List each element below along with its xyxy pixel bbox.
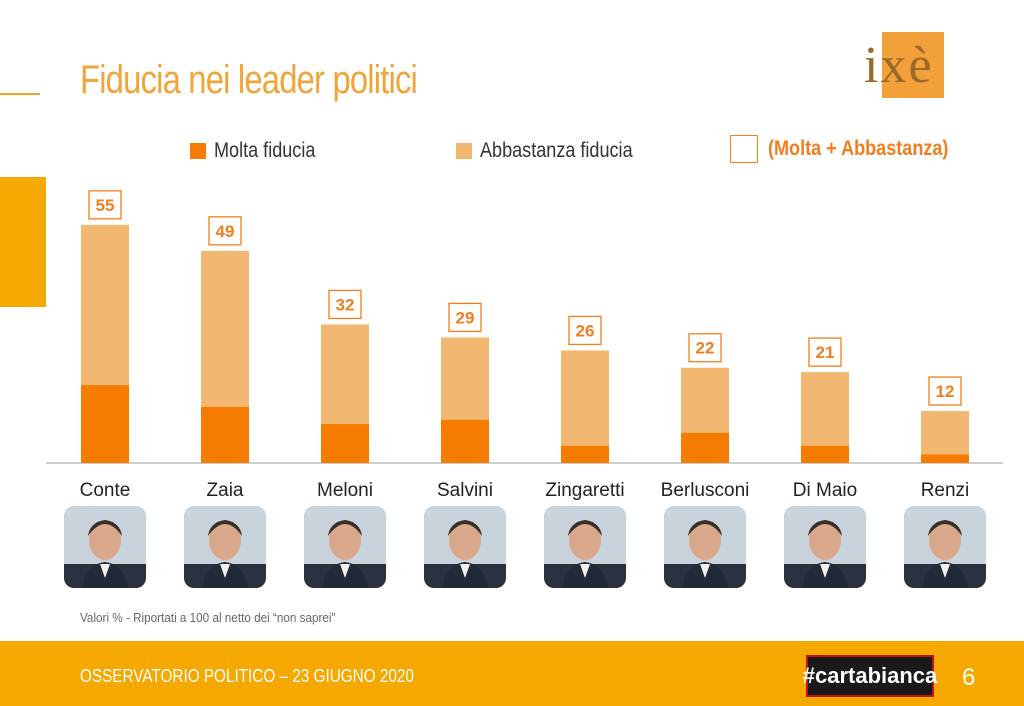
legend-label-molta: Molta fiducia bbox=[214, 139, 316, 162]
legend-swatch-molta bbox=[190, 143, 206, 159]
category-label-zingaretti: Zingaretti bbox=[545, 480, 625, 501]
bar-abbastanza-berlusconi bbox=[681, 367, 729, 433]
total-label-renzi: 12 bbox=[936, 382, 955, 401]
total-box-renzi bbox=[928, 376, 962, 406]
total-box-zaia bbox=[208, 216, 242, 246]
bar-molta-conte bbox=[81, 385, 129, 463]
footer-text: OSSERVATORIO POLITICO – 23 GIUGNO 2020 bbox=[80, 666, 414, 686]
category-label-di-maio: Di Maio bbox=[792, 480, 858, 501]
total-label-salvini: 29 bbox=[456, 308, 475, 327]
bar-molta-salvini bbox=[441, 419, 489, 463]
bar-molta-zaia bbox=[201, 406, 249, 463]
total-box-berlusconi bbox=[688, 333, 722, 363]
total-box-di-maio bbox=[808, 337, 842, 367]
footnote: Valori % - Riportati a 100 al netto dei … bbox=[80, 610, 336, 625]
bar-abbastanza-di-maio bbox=[801, 372, 849, 446]
category-label-zaia: Zaia bbox=[206, 480, 244, 501]
title-rule bbox=[0, 93, 40, 95]
legend-total: (Molta + Abbastanza) bbox=[730, 135, 978, 163]
total-label-conte: 55 bbox=[96, 196, 115, 215]
category-label-conte: Conte bbox=[79, 480, 131, 501]
category-label-renzi: Renzi bbox=[920, 480, 970, 501]
total-label-di-maio: 21 bbox=[816, 343, 835, 362]
portrait-meloni bbox=[304, 506, 386, 588]
stacked-bar-chart: 55 49 32 29 26 22 21 12 bbox=[46, 190, 1003, 464]
bar-molta-zingaretti bbox=[561, 445, 609, 463]
legend-abbastanza: Abbastanza fiducia bbox=[456, 139, 657, 163]
total-box-meloni bbox=[328, 289, 362, 320]
category-label-berlusconi: Berlusconi bbox=[660, 480, 750, 501]
portrait-salvini bbox=[424, 506, 506, 588]
portrait-renzi bbox=[904, 506, 986, 588]
legend-swatch-total bbox=[730, 135, 758, 163]
bar-molta-renzi bbox=[921, 454, 969, 463]
total-label-meloni: 32 bbox=[336, 295, 355, 314]
category-label-salvini: Salvini bbox=[437, 480, 493, 501]
total-box-salvini bbox=[448, 302, 482, 333]
category-label-meloni: Meloni bbox=[317, 480, 373, 501]
portrait-conte bbox=[64, 506, 146, 588]
total-label-zingaretti: 26 bbox=[576, 321, 595, 340]
bar-molta-di-maio bbox=[801, 445, 849, 463]
cartabianca-logo: #cartabianca bbox=[803, 655, 937, 697]
bar-abbastanza-meloni bbox=[321, 324, 369, 425]
legend-label-total: (Molta + Abbastanza) bbox=[768, 137, 949, 160]
total-box-zingaretti bbox=[568, 315, 602, 346]
page-title: Fiducia nei leader politici bbox=[80, 58, 418, 102]
portrait-zingaretti bbox=[544, 506, 626, 588]
bar-abbastanza-salvini bbox=[441, 337, 489, 420]
bar-molta-meloni bbox=[321, 424, 369, 463]
portrait-di-maio bbox=[784, 506, 866, 588]
logo-text: ixè bbox=[864, 37, 934, 94]
ixe-logo: ixè bbox=[864, 32, 944, 98]
legend-swatch-abbastanza bbox=[456, 143, 472, 159]
logo-box bbox=[882, 32, 944, 98]
legend-label-abbastanza: Abbastanza fiducia bbox=[480, 139, 633, 162]
bar-abbastanza-renzi bbox=[921, 411, 969, 455]
left-accent-tab bbox=[0, 177, 46, 307]
bar-abbastanza-zaia bbox=[201, 250, 249, 407]
bar-molta-berlusconi bbox=[681, 432, 729, 463]
total-label-zaia: 49 bbox=[216, 222, 235, 241]
bar-abbastanza-conte bbox=[81, 224, 129, 386]
page-number: 6 bbox=[962, 664, 976, 691]
total-box-conte bbox=[88, 190, 122, 220]
portrait-berlusconi bbox=[664, 506, 746, 588]
legend-molta: Molta fiducia bbox=[190, 139, 332, 163]
portrait-zaia bbox=[184, 506, 266, 588]
total-label-berlusconi: 22 bbox=[696, 339, 715, 358]
bar-abbastanza-zingaretti bbox=[561, 350, 609, 446]
